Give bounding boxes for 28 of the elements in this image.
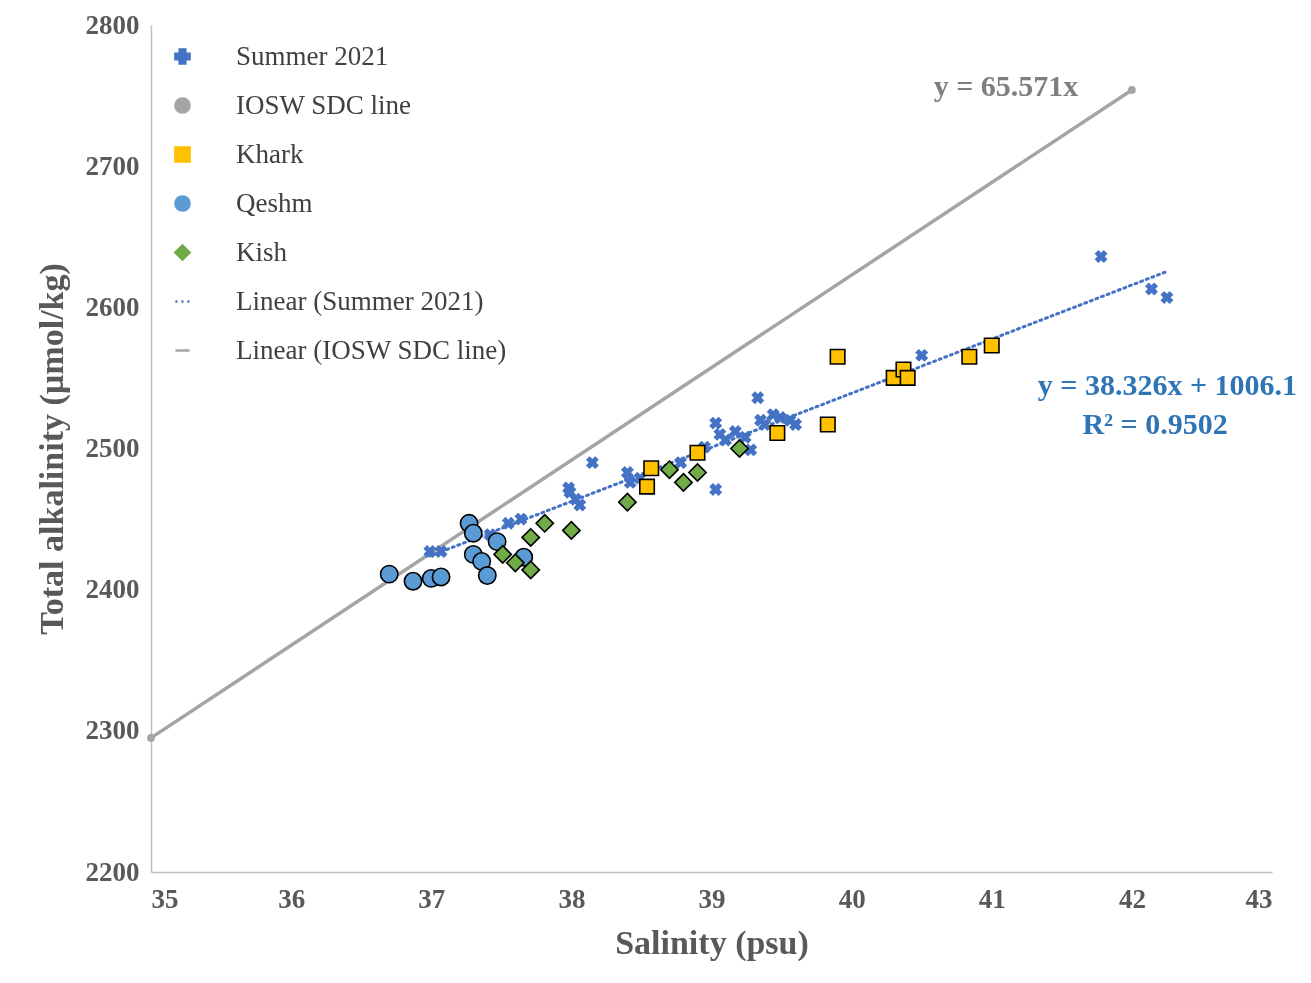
y-tick-label: 2800 bbox=[85, 9, 140, 40]
x-axis-title: Salinity (psu) bbox=[615, 923, 809, 962]
legend-label: Kish bbox=[236, 236, 288, 267]
annotation: R² = 0.9502 bbox=[1082, 407, 1228, 440]
x-tick-label: 43 bbox=[1245, 883, 1273, 914]
y-tick-label: 2400 bbox=[85, 574, 140, 605]
legend-label: Summer 2021 bbox=[236, 40, 389, 71]
x-tick-label: 40 bbox=[838, 883, 866, 914]
legend-label: Linear (IOSW SDC line) bbox=[236, 334, 507, 365]
x-tick-label: 41 bbox=[978, 883, 1006, 914]
y-tick-label: 2200 bbox=[85, 856, 140, 887]
y-tick-label: 2500 bbox=[85, 433, 140, 463]
x-tick-label: 36 bbox=[278, 883, 306, 914]
x-tick-label: 38 bbox=[558, 883, 586, 914]
legend-label: IOSW SDC line bbox=[236, 89, 412, 120]
y-tick-label: 2600 bbox=[85, 291, 140, 322]
x-tick-label: 35 bbox=[151, 883, 179, 914]
x-tick-label: 39 bbox=[698, 883, 726, 914]
x-tick-label: 37 bbox=[418, 883, 446, 914]
legend-label: Khark bbox=[236, 138, 304, 169]
y-axis-title: Total alkalinity (µmol/kg) bbox=[32, 263, 71, 635]
annotation: y = 38.326x + 1006.1 bbox=[1037, 368, 1297, 401]
legend-label: Qeshm bbox=[236, 187, 313, 218]
legend-label: Linear (Summer 2021) bbox=[236, 285, 484, 316]
x-tick-label: 42 bbox=[1118, 883, 1146, 914]
annotation: y = 65.571x bbox=[933, 69, 1079, 102]
y-tick-label: 2700 bbox=[85, 150, 140, 181]
y-tick-label: 2300 bbox=[85, 715, 140, 746]
